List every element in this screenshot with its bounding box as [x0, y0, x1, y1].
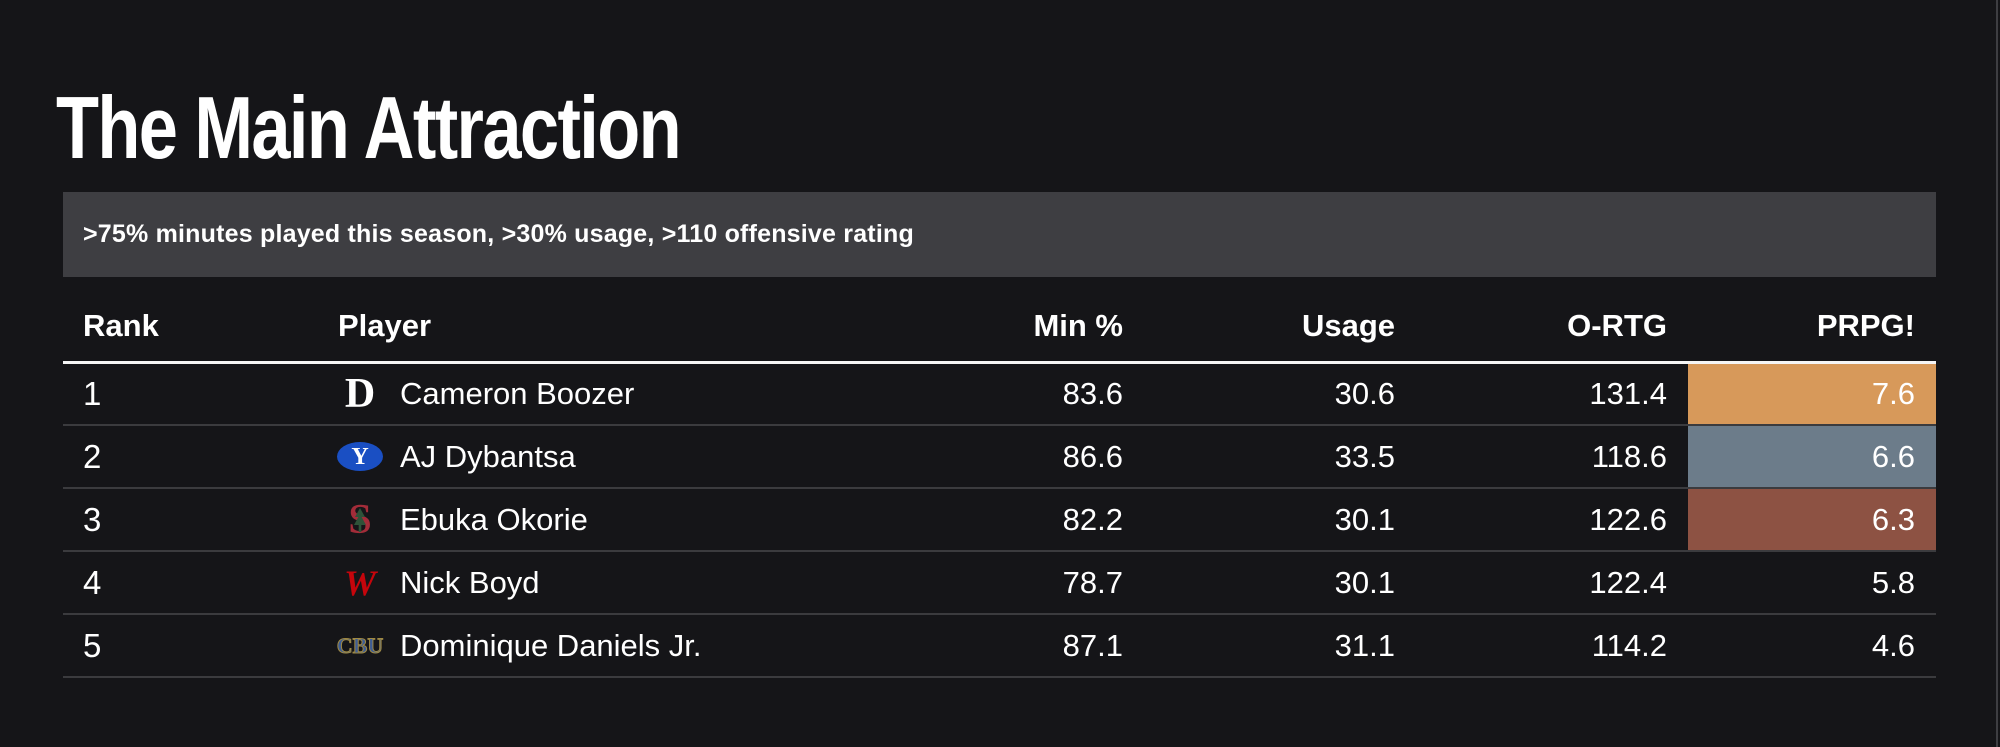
rank-cell: 3: [63, 488, 336, 552]
o-rtg-cell: 114.2: [1416, 614, 1688, 678]
filter-note-text: >75% minutes played this season, >30% us…: [83, 220, 914, 248]
usage-cell: 30.1: [1144, 488, 1416, 552]
prpg-cell: 4.6: [1688, 614, 1936, 678]
team-logo-box: Y: [336, 435, 384, 479]
o-rtg-cell: 131.4: [1416, 362, 1688, 426]
stanford-logo-icon: S: [348, 499, 371, 541]
page-title: The Main Attraction: [56, 78, 682, 177]
table-row: 5 CBU Dominique Daniels Jr. 87.1 31.1 11…: [63, 614, 1936, 678]
min-pct-cell: 78.7: [872, 551, 1144, 615]
player-name: Ebuka Okorie: [400, 501, 588, 537]
min-pct-cell: 83.6: [872, 362, 1144, 426]
rank-cell: 4: [63, 551, 336, 615]
team-logo-box: CBU: [336, 624, 384, 668]
prpg-cell: 7.6: [1688, 362, 1936, 426]
prpg-cell: 6.3: [1688, 488, 1936, 552]
column-header-player: Player: [336, 277, 872, 364]
column-header-rank: Rank: [63, 277, 336, 364]
table-row: 3 S Ebuka Okorie 82.2 30.1 122.6 6.3: [63, 488, 1936, 552]
player-cell: S Ebuka Okorie: [336, 488, 872, 552]
column-header-usage: Usage: [1144, 277, 1416, 364]
duke-logo-icon: D: [344, 370, 376, 417]
wisconsin-logo-icon: W: [343, 562, 376, 603]
player-cell: Y AJ Dybantsa: [336, 425, 872, 489]
rank-cell: 1: [63, 362, 336, 426]
right-edge-divider: [1996, 0, 1998, 747]
column-header-min-pct: Min %: [872, 277, 1144, 364]
rank-cell: 2: [63, 425, 336, 489]
min-pct-cell: 86.6: [872, 425, 1144, 489]
player-name: Cameron Boozer: [400, 375, 635, 411]
player-cell: CBU Dominique Daniels Jr.: [336, 614, 872, 678]
player-cell: D Cameron Boozer: [336, 362, 872, 426]
o-rtg-cell: 122.6: [1416, 488, 1688, 552]
o-rtg-cell: 118.6: [1416, 425, 1688, 489]
min-pct-cell: 87.1: [872, 614, 1144, 678]
column-header-prpg: PRPG!: [1688, 277, 1936, 364]
min-pct-cell: 82.2: [872, 488, 1144, 552]
rank-cell: 5: [63, 614, 336, 678]
team-logo-box: D: [336, 372, 384, 416]
table-row: 2 Y AJ Dybantsa 86.6 33.5 118.6 6.6: [63, 425, 1936, 489]
table-row: 4 W Nick Boyd 78.7 30.1 122.4 5.8: [63, 551, 1936, 615]
usage-cell: 30.1: [1144, 551, 1416, 615]
player-name: Nick Boyd: [400, 564, 540, 600]
table-row: 1 D Cameron Boozer 83.6 30.6 131.4 7.6: [63, 362, 1936, 426]
player-name: Dominique Daniels Jr.: [400, 627, 702, 663]
byu-logo-icon: Y: [337, 442, 383, 471]
player-name: AJ Dybantsa: [400, 438, 576, 474]
team-logo-box: W: [336, 561, 384, 605]
table-header-row: Rank Player Min % Usage O-RTG PRPG!: [63, 277, 1936, 364]
usage-cell: 33.5: [1144, 425, 1416, 489]
team-logo-box: S: [336, 498, 384, 542]
stanford-tree-icon: [353, 507, 366, 532]
usage-cell: 30.6: [1144, 362, 1416, 426]
prpg-cell: 5.8: [1688, 551, 1936, 615]
player-stats-table: Rank Player Min % Usage O-RTG PRPG! 1 D …: [63, 277, 1936, 678]
column-header-o-rtg: O-RTG: [1416, 277, 1688, 364]
player-cell: W Nick Boyd: [336, 551, 872, 615]
prpg-cell: 6.6: [1688, 425, 1936, 489]
usage-cell: 31.1: [1144, 614, 1416, 678]
filter-note-bar: >75% minutes played this season, >30% us…: [63, 192, 1936, 277]
o-rtg-cell: 122.4: [1416, 551, 1688, 615]
cbu-logo-icon: CBU: [336, 632, 384, 658]
